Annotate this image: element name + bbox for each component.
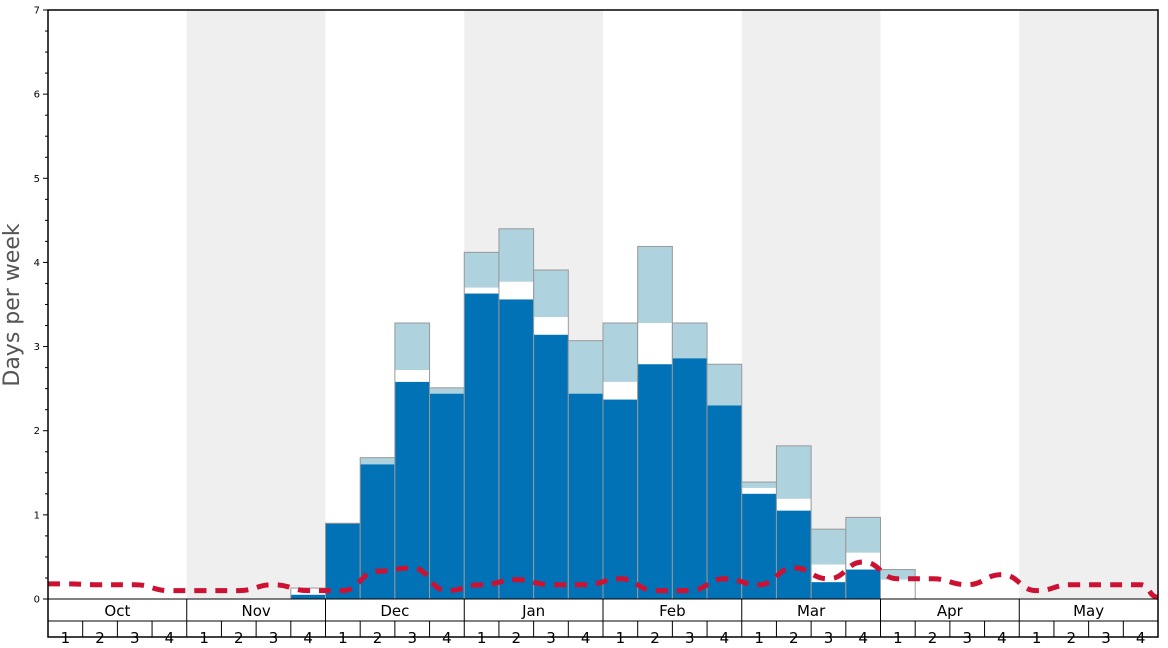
y-tick-label: 0 (34, 595, 40, 606)
bar-white-segment (637, 323, 673, 365)
bar-light-segment (845, 517, 881, 553)
week-label: 4 (303, 629, 313, 647)
bar-white-segment (394, 370, 430, 382)
bar-light-segment (603, 323, 638, 382)
bar-white-segment (776, 498, 812, 511)
bar-light-segment (498, 228, 534, 282)
bar-light-segment (672, 323, 708, 359)
week-label: 1 (477, 629, 487, 647)
week-label: 3 (685, 629, 695, 647)
month-label: Dec (380, 602, 409, 620)
week-label: 4 (165, 629, 175, 647)
average-line (48, 559, 1159, 600)
week-label: 4 (581, 629, 591, 647)
bar-white-segment (603, 381, 638, 400)
week-label: 4 (720, 629, 730, 647)
bar-white-segment (533, 317, 569, 335)
bar-light-segment (568, 340, 603, 394)
bar-dark-segment (568, 393, 603, 599)
week-label: 4 (858, 629, 868, 647)
week-label: 4 (997, 629, 1007, 647)
y-tick-label: 6 (34, 90, 40, 101)
month-shade-may (1019, 10, 1158, 599)
week-label: 1 (893, 629, 903, 647)
bar-light-segment (776, 445, 812, 499)
bar-light-segment (394, 323, 430, 371)
bar-dark-segment (325, 523, 361, 599)
week-label: 2 (650, 629, 660, 647)
bar-dark-segment (429, 393, 465, 599)
month-label: May (1073, 602, 1104, 620)
week-label: 4 (442, 629, 452, 647)
week-label: 2 (373, 629, 383, 647)
y-tick-label: 5 (34, 174, 40, 185)
y-tick-label: 4 (34, 258, 40, 269)
week-label: 3 (130, 629, 140, 647)
bar-dark-segment (533, 334, 569, 599)
bar-dark-segment (290, 594, 326, 599)
week-label: 2 (1067, 629, 1077, 647)
month-label: Feb (659, 602, 686, 620)
y-axis: 0 1 2 3 4 5 6 7 (34, 6, 48, 606)
month-shading (186, 10, 1158, 599)
bar-white-segment (498, 281, 534, 300)
week-label: 1 (616, 629, 626, 647)
week-label: 2 (95, 629, 105, 647)
bar-dark-segment (394, 381, 430, 599)
bar-dark-segment (603, 399, 638, 599)
bar-white-segment (741, 487, 777, 494)
week-label: 3 (824, 629, 834, 647)
bar-light-segment (429, 387, 465, 394)
week-label: 1 (1032, 629, 1042, 647)
week-label: 3 (269, 629, 279, 647)
month-label: Oct (104, 602, 130, 620)
bar-light-segment (360, 457, 395, 465)
bar-dark-segment (776, 510, 812, 599)
week-label: 4 (1136, 629, 1146, 647)
week-label: 3 (962, 629, 972, 647)
month-label: Nov (241, 602, 270, 620)
month-shade-nov (186, 10, 326, 599)
month-label: Apr (937, 602, 964, 620)
week-label: 1 (199, 629, 209, 647)
bar-light-segment (637, 246, 673, 324)
x-axis: Oct 1 2 3 4 Nov 1 2 3 4 Dec 1 2 3 4 Jan 1 2 3 4 Feb 1 2 3 4 Mar 1 2… (61, 599, 1146, 647)
y-axis-title: Days per week (0, 223, 25, 386)
week-label: 3 (546, 629, 556, 647)
bar-white-segment (880, 579, 916, 599)
bar-light-segment (811, 529, 846, 565)
bar-dark-segment (637, 364, 673, 599)
week-label: 2 (928, 629, 938, 647)
bar-dark-segment (464, 293, 499, 599)
week-label: 2 (234, 629, 244, 647)
week-label: 3 (1101, 629, 1111, 647)
bar-light-segment (533, 270, 569, 318)
y-tick-label: 7 (34, 6, 40, 17)
week-label: 1 (338, 629, 348, 647)
y-tick-label: 3 (34, 342, 40, 353)
week-label: 3 (407, 629, 417, 647)
month-label: Jan (521, 602, 545, 620)
bar-light-segment (880, 569, 916, 580)
week-label: 2 (789, 629, 799, 647)
bar-light-segment (707, 364, 742, 406)
week-label: 1 (61, 629, 71, 647)
bar-white-segment (464, 287, 499, 294)
bar-dark-segment (845, 569, 881, 599)
bar-light-segment (741, 482, 777, 488)
bar-dark-segment (498, 299, 534, 599)
bar-dark-segment (707, 405, 742, 599)
week-label: 2 (512, 629, 522, 647)
bar-dark-segment (672, 358, 708, 599)
y-tick-label: 2 (34, 426, 40, 437)
bar-light-segment (464, 252, 499, 288)
average-line-path (48, 559, 1159, 600)
month-label: Mar (797, 602, 826, 620)
bar-dark-segment (811, 582, 846, 599)
week-label: 1 (754, 629, 764, 647)
y-tick-label: 1 (34, 510, 40, 521)
